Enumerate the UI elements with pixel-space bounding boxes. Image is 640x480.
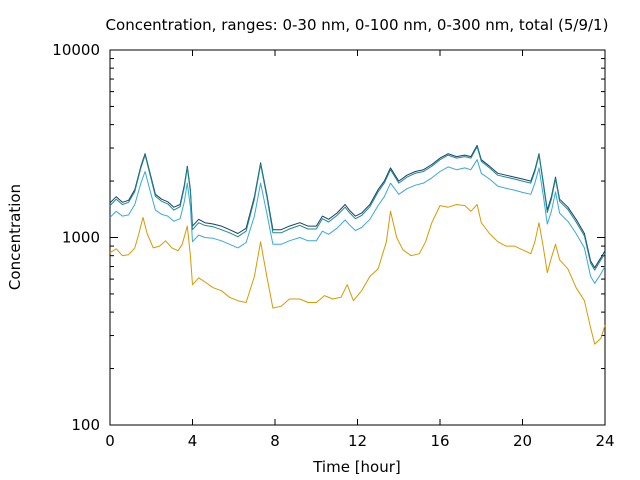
y-tick-label: 100: [71, 416, 100, 434]
chart-title: Concentration, ranges: 0-30 nm, 0-100 nm…: [106, 16, 609, 34]
x-axis-label: Time [hour]: [312, 458, 401, 476]
plot-area: 0 4 8 12 16 20 24 100 1000 10000: [52, 41, 614, 450]
series-line-3: [109, 159, 606, 284]
x-tick-label: 24: [595, 432, 614, 450]
y-tick-label: 10000: [52, 41, 100, 59]
x-tick-label: 12: [348, 432, 367, 450]
series-line-1: [109, 144, 606, 269]
y-axis-label: Concentration: [6, 184, 24, 290]
series-line-2: [109, 146, 606, 271]
x-tick-label: 8: [270, 432, 280, 450]
x-tick-label: 20: [513, 432, 532, 450]
x-tick-label: 0: [105, 432, 115, 450]
x-tick-label: 16: [430, 432, 449, 450]
y-tick-label: 1000: [62, 229, 100, 247]
x-tick-label: 4: [188, 432, 198, 450]
series-line-4: [109, 204, 606, 345]
